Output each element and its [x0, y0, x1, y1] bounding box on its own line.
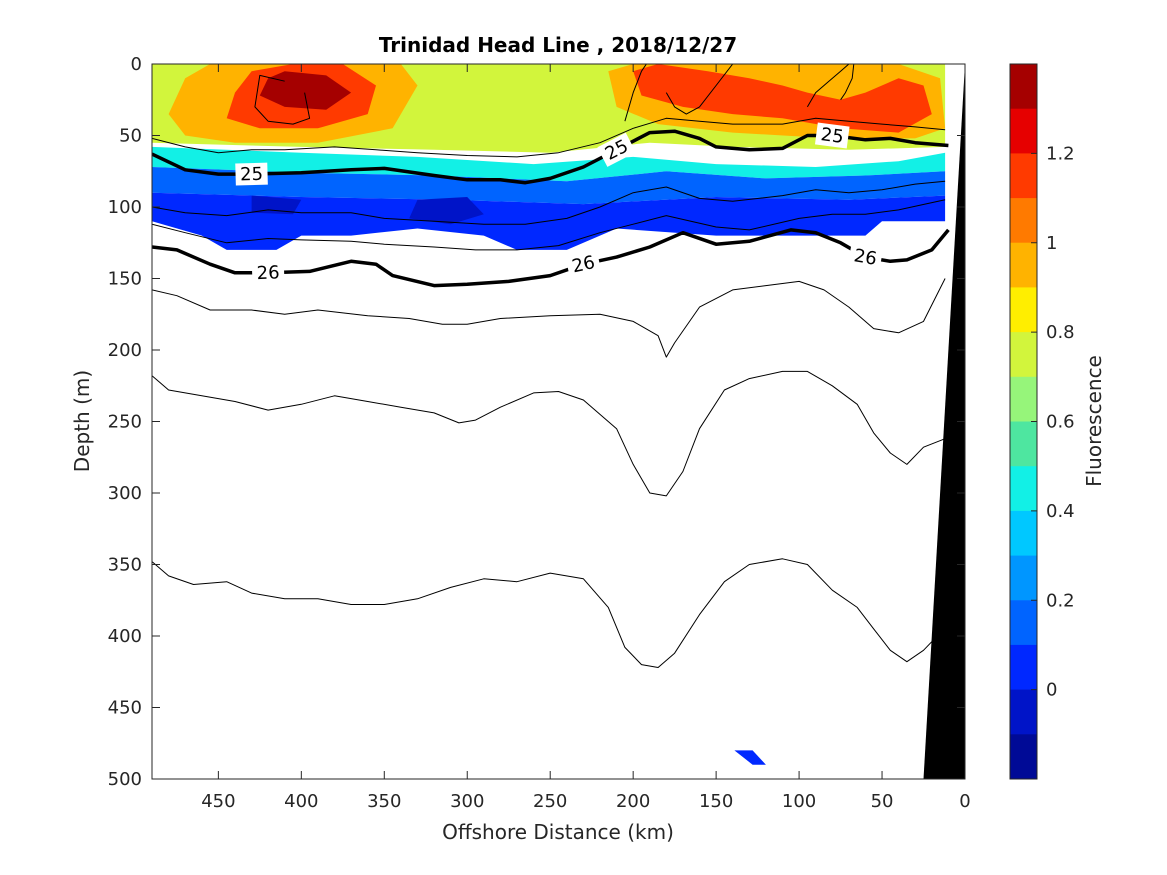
x-tick-label: 50	[871, 791, 894, 812]
colorbar-swatch	[1010, 600, 1037, 646]
chart-title: Trinidad Head Line , 2018/12/27	[379, 33, 737, 57]
colorbar-swatch	[1010, 555, 1037, 601]
colorbar-tick-label: 0.6	[1046, 412, 1075, 433]
contour-label-26: 26	[570, 252, 597, 277]
colorbar-swatch	[1010, 421, 1037, 467]
y-tick-label: 300	[108, 483, 142, 504]
y-tick-label: 0	[131, 54, 142, 75]
y-tick-label: 250	[108, 412, 142, 433]
density-contour-6	[152, 180, 946, 225]
y-tick-label: 450	[108, 698, 142, 719]
colorbar-tick-label: 0	[1046, 680, 1057, 701]
y-axis-ticks: 0 50 100 150 200 250 300 350 400 450 500	[108, 54, 965, 790]
colorbar-swatch	[1010, 287, 1037, 333]
bathymetry-shelf	[923, 64, 965, 779]
contour-label-25: 25	[819, 124, 844, 148]
colorbar-swatch	[1010, 153, 1037, 199]
fluorescence-band-4-0	[152, 146, 946, 182]
density-contour-5	[152, 199, 946, 251]
fluorescence-band-1-1	[633, 64, 932, 133]
colorbar-swatch	[1010, 644, 1037, 691]
y-tick-label: 350	[108, 555, 142, 576]
density-contour-10	[665, 64, 734, 115]
colorbar-swatch	[1010, 376, 1037, 422]
colorbar-swatch	[1010, 734, 1037, 780]
colorbar-swatch	[1010, 108, 1037, 154]
density-contour-7	[152, 117, 946, 158]
density-contour-4	[152, 558, 941, 668]
x-tick-label: 100	[782, 791, 816, 812]
contour-label-bg	[847, 243, 884, 271]
x-axis-label: Offshore Distance (km)	[442, 820, 674, 844]
colorbar-tick-label: 0.2	[1046, 590, 1075, 611]
fluorescence-band-8-0	[734, 750, 766, 765]
x-tick-label: 350	[367, 791, 401, 812]
fluorescence-band-7-1	[251, 195, 302, 215]
x-tick-label: 300	[450, 791, 484, 812]
y-tick-label: 400	[108, 626, 142, 647]
colorbar-tick-label: 0.4	[1046, 501, 1075, 522]
y-tick-label: 500	[108, 769, 142, 790]
colorbar-swatch	[1010, 510, 1037, 557]
fluorescence-band-5-0	[152, 167, 946, 205]
colorbar-swatch	[1010, 466, 1037, 512]
colorbar-swatch	[1010, 64, 1037, 110]
x-tick-label: 200	[616, 791, 650, 812]
colorbar-swatch	[1010, 332, 1037, 378]
colorbar-tick-label: 0.8	[1046, 322, 1075, 343]
contour-label-bg	[565, 250, 602, 279]
colorbar	[1010, 64, 1037, 780]
contour-label-bg	[814, 122, 850, 149]
x-tick-label: 250	[533, 791, 567, 812]
colorbar-swatch	[1010, 198, 1037, 244]
x-axis-ticks: 450 400 350 300 250 200 150 100 50 0	[201, 64, 971, 812]
y-tick-label: 100	[108, 197, 142, 218]
colorbar-swatch	[1010, 242, 1037, 288]
colorbar-tick-label: 1.2	[1046, 143, 1075, 164]
y-tick-label: 200	[108, 340, 142, 361]
fluorescence-band-7-0	[409, 197, 484, 225]
contour-label-26: 26	[852, 245, 878, 270]
x-tick-label: 400	[284, 791, 318, 812]
colorbar-swatch	[1010, 689, 1037, 735]
contour-label-bg	[597, 132, 636, 167]
contour-label-bg	[235, 162, 268, 186]
colorbar-tick-label: 1	[1046, 233, 1057, 254]
y-axis-label: Depth (m)	[70, 370, 94, 472]
contour-label-bg	[251, 261, 285, 285]
x-tick-label: 0	[959, 791, 970, 812]
density-contour-3	[152, 370, 946, 497]
x-tick-label: 450	[201, 791, 235, 812]
contour-label-26: 26	[256, 262, 280, 284]
density-contour-2	[152, 278, 946, 358]
y-tick-label: 50	[119, 126, 142, 147]
y-tick-label: 150	[108, 269, 142, 290]
density-contour-9	[624, 64, 647, 122]
density-contours	[152, 64, 950, 668]
contour-label-25: 25	[240, 164, 263, 186]
colorbar-ticks: 1.2 1 0.8 0.6 0.4 0.2 0	[1031, 143, 1075, 701]
density-contour-8	[254, 74, 311, 125]
colorbar-label: Fluorescence	[1082, 355, 1106, 487]
x-tick-label: 150	[699, 791, 733, 812]
density-contour-11	[806, 64, 850, 108]
density-contour-12	[840, 64, 855, 101]
